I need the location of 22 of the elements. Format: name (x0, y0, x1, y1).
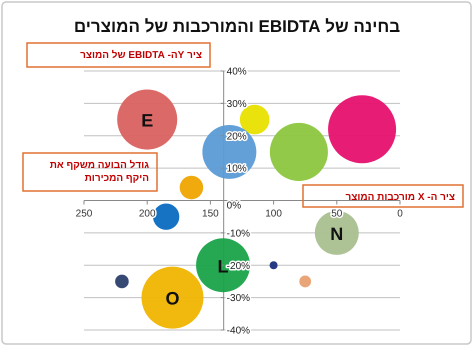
y-tick-label: 30% (226, 98, 247, 110)
y-tick-label: -40% (226, 326, 250, 336)
y-tick-label: 0% (226, 200, 242, 212)
y-tick-label: 20% (226, 131, 247, 142)
annotation: גודל הבועה משקף את היקף המכירות (50, 159, 150, 184)
x-tick-label: 50 (331, 208, 343, 220)
annotation: L (218, 256, 229, 276)
x-tick-label: 150 (202, 208, 220, 220)
annotation: E (141, 110, 154, 131)
y-tick-label: -20% (226, 260, 250, 272)
chart-title: בחינה של EBIDTA והמורכבות של המוצרים (74, 17, 400, 36)
y-tick-label: 10% (226, 164, 247, 175)
annotation: O (165, 288, 180, 309)
annotation: N (330, 224, 344, 244)
text: ציר Yה- EBIDTA של המוצר (80, 49, 202, 61)
x-tick-label: 100 (265, 208, 282, 220)
y-tick-label: -10% (226, 228, 250, 240)
annotation: ציר ה- X מורכבות המוצר (345, 192, 455, 203)
y-tick-label: -30% (226, 293, 250, 304)
x-tick-label: 0 (397, 208, 404, 220)
x-tick-label: 250 (76, 208, 93, 220)
y-tick-label: 40% (226, 66, 247, 78)
